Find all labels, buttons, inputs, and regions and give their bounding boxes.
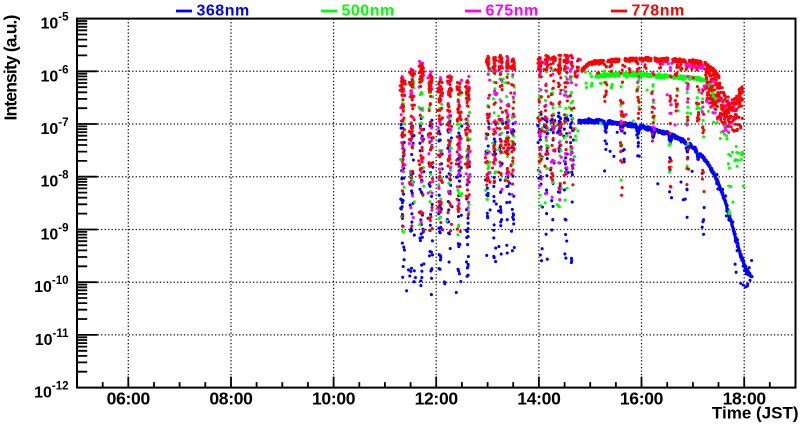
svg-text:10:00: 10:00 [312, 389, 356, 409]
svg-text:16:00: 16:00 [620, 389, 664, 409]
svg-text:12:00: 12:00 [415, 389, 459, 409]
svg-text:Intensity (a.u.): Intensity (a.u.) [1, 15, 21, 120]
svg-text:500nm: 500nm [342, 2, 395, 19]
svg-text:778nm: 778nm [632, 2, 685, 19]
svg-text:14:00: 14:00 [517, 389, 561, 409]
svg-text:Time (JST): Time (JST) [712, 404, 799, 423]
svg-text:08:00: 08:00 [209, 389, 253, 409]
svg-text:10-7: 10-7 [40, 117, 68, 138]
svg-text:10-10: 10-10 [34, 275, 68, 296]
svg-text:18:00: 18:00 [723, 389, 767, 409]
svg-text:675nm: 675nm [486, 2, 539, 19]
svg-text:10-11: 10-11 [35, 328, 69, 349]
svg-text:10-5: 10-5 [40, 12, 69, 33]
svg-text:10-8: 10-8 [40, 170, 69, 191]
svg-text:10-9: 10-9 [40, 223, 68, 244]
svg-text:368nm: 368nm [197, 2, 250, 19]
svg-text:06:00: 06:00 [107, 389, 151, 409]
svg-text:10-6: 10-6 [40, 64, 68, 85]
svg-text:10-12: 10-12 [34, 381, 68, 402]
